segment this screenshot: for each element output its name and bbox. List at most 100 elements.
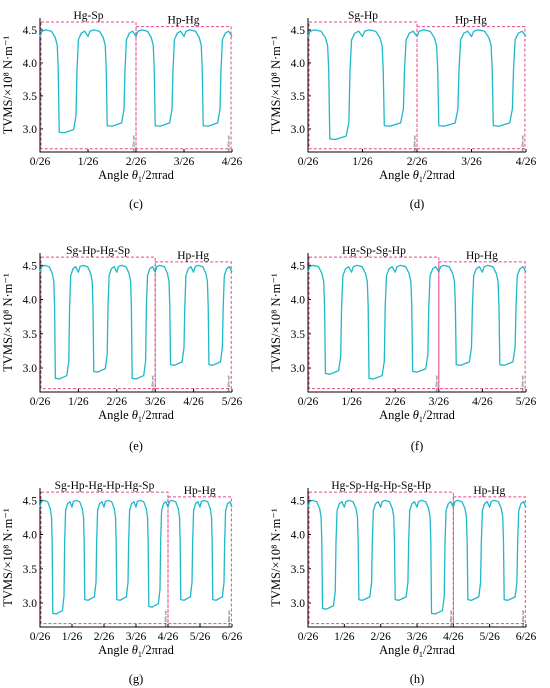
panel-e-y-tick-label: 3.5 <box>23 329 38 341</box>
panel-d-y-tick-label: 4.0 <box>291 58 306 70</box>
panel-h-region-box <box>452 496 526 625</box>
panel-f-y-tick-label: 4.5 <box>291 260 306 272</box>
panel-d-boundary-note: the 26th rad <box>413 135 417 152</box>
panel-d-x-tick-label: 2/26 <box>407 156 428 168</box>
panel-c-y-axis-title: TVMS/×10⁸ N·m⁻¹ <box>1 36 15 135</box>
panel-h-x-tick-label: 3/26 <box>407 631 428 643</box>
panel-e-boundary-note: the 26th rad <box>151 375 155 392</box>
panel-h-region-label: Hg-Sp-Hg-Hp-Sg-Hp <box>331 480 431 492</box>
panel-g-y-axis-title: TVMS/×10⁸ N·m⁻¹ <box>1 508 15 607</box>
panel-f-x-tick-label: 4/26 <box>472 396 493 408</box>
panel-f-boundary-note: the 26th rad <box>521 375 525 392</box>
panel-g-region-box <box>167 496 232 625</box>
panel-h-chart: 3.0 3.5 4.0 4.5 0/26 1/26 2/26 3/26 4/26 5/26 6/26… <box>269 480 536 686</box>
panel-f-x-tick-label: 3/26 <box>429 396 450 408</box>
panel-c-x-tick-label: 4/26 <box>222 156 243 168</box>
panel-g-boundary-note: the 26th rad <box>164 610 168 627</box>
panel-c-region-box <box>40 21 137 150</box>
panel-d-chart: 3.0 3.5 4.0 4.5 0/26 1/26 2/26 3/26 4/26 Angle θ1… <box>269 10 536 211</box>
panel-h-boundary-note: the 26th rad <box>521 610 525 627</box>
panel-e-region-box <box>40 256 156 390</box>
panel-e-region-box <box>154 261 232 390</box>
panel-c-boundary-note: the 26th rad <box>132 135 136 152</box>
panel-e-y-tick-label: 3.0 <box>23 363 38 375</box>
panel-e-y-tick-label: 4.0 <box>23 295 38 307</box>
panel-f-x-axis-title: Angle θ1/2πrad <box>379 408 456 424</box>
panel-h-x-axis-title: Angle θ1/2πrad <box>379 643 456 659</box>
panel-d-x-tick-label: 4/26 <box>516 156 537 168</box>
panel-e-chart: 3.0 3.5 4.0 4.5 0/26 1/26 2/26 3/26 4/26 5/26 Angl… <box>1 245 242 453</box>
panel-g-label: (g) <box>129 672 144 686</box>
panel-g-y-tick-label: 4.5 <box>23 495 38 507</box>
panel-g-region-box <box>40 491 169 625</box>
panel-h-x-tick-label: 6/26 <box>516 631 537 643</box>
panel-f-x-tick-label: 1/26 <box>341 396 362 408</box>
panel-h-x-tick-label: 5/26 <box>479 631 500 643</box>
panel-d-x-axis-title: Angle θ1/2πrad <box>379 168 456 184</box>
panel-f-region-box <box>438 261 526 390</box>
panel-g-x-tick-label: 6/26 <box>222 631 243 643</box>
panel-e-boundary-note: the 26th rad <box>227 375 231 392</box>
panel-f-x-tick-label: 2/26 <box>385 396 406 408</box>
panel-c-label: (c) <box>129 197 143 211</box>
panel-g-x-tick-label: 5/26 <box>190 631 211 643</box>
panel-c-y-tick-label: 3.0 <box>23 124 38 136</box>
panel-h-x-tick-label: 2/26 <box>370 631 391 643</box>
panel-f-boundary-note: the 26th rad <box>434 375 438 392</box>
panel-h-label: (h) <box>410 672 425 686</box>
panel-g-x-tick-label: 2/26 <box>94 631 115 643</box>
panel-h-x-tick-label: 1/26 <box>334 631 355 643</box>
panel-d-x-tick-label: 0/26 <box>298 156 319 168</box>
panel-g-region-label: Sg-Hp-Hg-Hp-Hg-Sp <box>55 480 155 492</box>
panel-e-y-tick-label: 4.5 <box>23 260 38 272</box>
panel-c-region-label: Hp-Hg <box>168 15 200 27</box>
panel-g-region-label: Hp-Hg <box>184 485 216 497</box>
panel-g-x-tick-label: 4/26 <box>158 631 179 643</box>
panel-c-x-tick-label: 2/26 <box>126 156 147 168</box>
panel-f-y-tick-label: 3.0 <box>291 363 306 375</box>
panel-d-region-label: Hp-Hg <box>455 15 487 27</box>
panel-f-x-tick-label: 0/26 <box>298 396 319 408</box>
panel-d-x-tick-label: 3/26 <box>461 156 482 168</box>
panel-e-label: (e) <box>129 439 143 453</box>
panel-e-x-tick-label: 1/26 <box>68 396 89 408</box>
panel-c-region-box <box>135 26 232 150</box>
panel-h-x-tick-label: 0/26 <box>298 631 319 643</box>
panel-h-tvms-series-line <box>307 499 527 615</box>
panel-c-y-tick-label: 3.5 <box>23 91 38 103</box>
panel-d-label: (d) <box>410 197 425 211</box>
panel-g-x-tick-label: 1/26 <box>62 631 83 643</box>
panel-g-chart: 3.0 3.5 4.0 4.5 0/26 1/26 2/26 3/26 4/26 5/26 6/26… <box>1 480 242 686</box>
panel-e-region-label: Sg-Hp-Hg-Sp <box>66 245 130 257</box>
panel-c-chart: 3.0 3.5 4.0 4.5 0/26 1/26 2/26 3/26 4/26 Angle θ1… <box>1 10 242 211</box>
panel-f-region-box <box>308 256 440 390</box>
panel-g-y-tick-label: 4.0 <box>23 530 38 542</box>
panel-e-x-tick-label: 0/26 <box>30 396 51 408</box>
panel-d-region-label: Sg-Hp <box>348 10 378 22</box>
panel-h-axes <box>307 488 526 628</box>
panel-h-y-tick-label: 3.5 <box>291 564 306 576</box>
panel-e-y-axis-title: TVMS/×10⁸ N·m⁻¹ <box>1 273 15 372</box>
panel-e-x-tick-label: 2/26 <box>107 396 128 408</box>
panel-c-tvms-series-line <box>39 29 233 134</box>
panel-g-y-tick-label: 3.0 <box>23 598 38 610</box>
panel-e-x-axis-title: Angle θ1/2πrad <box>98 408 175 424</box>
panel-d-y-axis-title: TVMS/×10⁸ N·m⁻¹ <box>269 36 283 135</box>
panel-h-y-tick-label: 4.5 <box>291 495 306 507</box>
panel-d-x-tick-label: 1/26 <box>352 156 373 168</box>
panel-h-x-tick-label: 4/26 <box>443 631 464 643</box>
panel-g-axes <box>39 488 232 628</box>
panel-f-y-tick-label: 4.0 <box>291 295 306 307</box>
panel-e-x-tick-label: 4/26 <box>183 396 204 408</box>
panel-g-x-tick-label: 3/26 <box>126 631 147 643</box>
panel-c-x-tick-label: 1/26 <box>78 156 99 168</box>
panel-g-y-tick-label: 3.5 <box>23 564 38 576</box>
panel-d-y-tick-label: 4.5 <box>291 25 306 37</box>
panel-e-x-tick-label: 3/26 <box>145 396 166 408</box>
panel-g-x-axis-title: Angle θ1/2πrad <box>98 643 175 659</box>
panel-e-tvms-series-line <box>39 264 233 380</box>
panel-f-y-axis-title: TVMS/×10⁸ N·m⁻¹ <box>269 273 283 372</box>
panel-c-region-label: Hg-Sp <box>73 10 103 22</box>
panel-h-y-tick-label: 3.0 <box>291 598 306 610</box>
